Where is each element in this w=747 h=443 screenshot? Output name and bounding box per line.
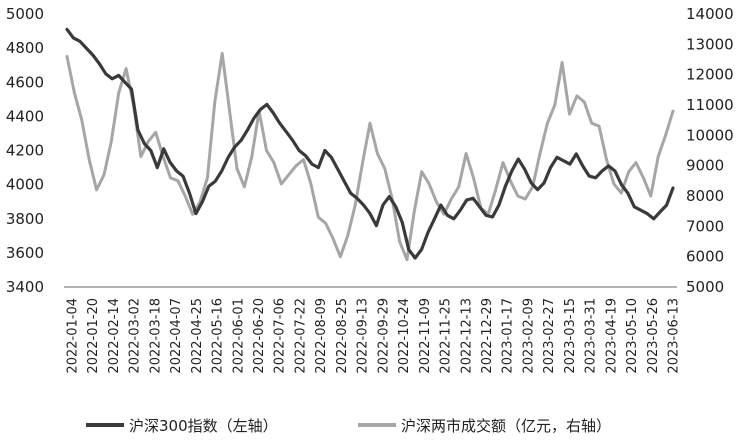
right-tick-label: 7000 [686, 217, 724, 235]
left-tick-label: 3400 [6, 278, 44, 296]
right-tick-label: 13000 [686, 35, 734, 53]
left-tick-label: 4800 [6, 39, 44, 57]
right-tick-label: 5000 [686, 278, 724, 296]
x-tick-label: 2022-12-13 [459, 298, 474, 374]
x-tick-label: 2022-08-25 [335, 298, 350, 374]
x-tick-label: 2023-01-17 [501, 298, 516, 374]
series-layer [65, 27, 675, 262]
x-tick-label: 2022-04-25 [190, 298, 205, 374]
x-tick-label: 2022-08-09 [314, 298, 329, 374]
right-tick-label: 12000 [686, 66, 734, 84]
x-tick-label: 2022-07-22 [293, 298, 308, 374]
x-tick-label: 2023-02-09 [521, 298, 536, 374]
x-tick-label: 2022-12-29 [480, 298, 495, 374]
x-tick-label: 2023-04-19 [604, 298, 619, 374]
left-tick-label: 4600 [6, 73, 44, 91]
x-tick-label: 2022-04-07 [169, 298, 184, 374]
left-tick-label: 5000 [6, 5, 44, 23]
x-tick-label: 2022-06-20 [252, 298, 267, 374]
right-tick-label: 8000 [686, 187, 724, 205]
right-axis-ticks: 14000 13000 12000 11000 10000 9000 8000 7000 600… [686, 5, 734, 296]
x-tick-label: 2022-01-20 [86, 298, 101, 374]
right-tick-label: 6000 [686, 248, 724, 266]
x-tick-label: 2023-03-15 [563, 298, 578, 374]
x-tick-label: 2023-06-13 [667, 298, 682, 374]
x-tick-label: 2022-06-01 [231, 298, 246, 374]
legend: 沪深300指数（左轴） 沪深两市成交额（亿元，右轴） [86, 417, 611, 435]
x-tick-label: 2022-11-09 [418, 298, 433, 374]
left-axis-ticks: 5000 4800 4600 4400 4200 4000 3800 3600 3400 [6, 5, 44, 296]
x-tick-label: 2022-01-04 [66, 298, 81, 374]
x-tick-label: 2022-03-18 [148, 298, 163, 374]
x-tick-label: 2022-11-25 [439, 298, 454, 374]
x-tick-label: 2022-07-06 [273, 298, 288, 374]
x-axis-ticks: 2022-01-04 2022-01-20 2022-02-14 2022-03-02… [66, 298, 682, 374]
right-tick-label: 14000 [686, 5, 734, 23]
x-tick-label: 2022-02-14 [107, 298, 122, 374]
x-tick-label: 2023-05-26 [646, 298, 661, 374]
series-line-index [65, 27, 675, 260]
right-tick-label: 9000 [686, 157, 724, 175]
legend-label-turnover: 沪深两市成交额（亿元，右轴） [401, 417, 611, 435]
left-tick-label: 4000 [6, 176, 44, 194]
left-tick-label: 4200 [6, 142, 44, 160]
left-tick-label: 3600 [6, 244, 44, 262]
x-tick-label: 2022-03-02 [128, 298, 143, 374]
x-tick-label: 2022-09-13 [356, 298, 371, 374]
series-line-turnover [65, 51, 675, 262]
x-tick-label: 2022-10-24 [397, 298, 412, 374]
left-tick-label: 3800 [6, 210, 44, 228]
x-tick-label: 2022-09-29 [376, 298, 391, 374]
x-tick-label: 2023-05-10 [625, 298, 640, 374]
right-tick-label: 11000 [686, 96, 734, 114]
legend-label-index: 沪深300指数（左轴） [129, 417, 278, 435]
x-tick-label: 2023-02-27 [542, 298, 557, 374]
x-tick-label: 2022-05-16 [211, 298, 226, 374]
right-tick-label: 10000 [686, 126, 734, 144]
left-tick-label: 4400 [6, 107, 44, 125]
x-tick-label: 2023-03-31 [584, 298, 599, 374]
